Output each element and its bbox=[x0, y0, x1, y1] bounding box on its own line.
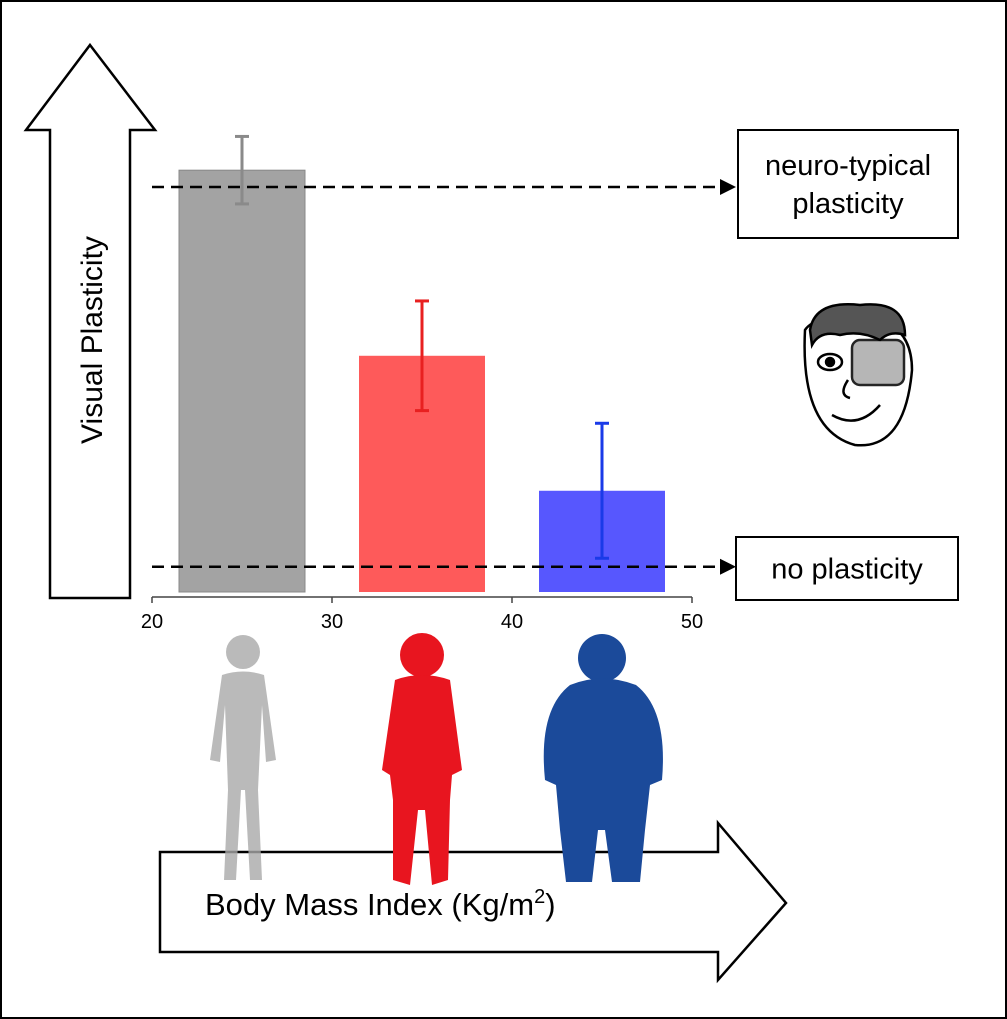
reference-arrowhead bbox=[720, 558, 736, 575]
silhouette-obese bbox=[543, 634, 663, 882]
reference-arrowhead bbox=[720, 179, 736, 196]
x-tick-label: 20 bbox=[141, 611, 163, 633]
face-icon bbox=[803, 303, 914, 447]
reference-label: no plasticity bbox=[771, 554, 923, 586]
label-box bbox=[735, 536, 959, 601]
label-box bbox=[737, 129, 959, 239]
error-bar bbox=[595, 421, 609, 560]
silhouette-normal bbox=[210, 635, 276, 880]
reference-label: neuro-typical bbox=[765, 150, 931, 182]
x-label-end: ) bbox=[545, 887, 555, 922]
y-axis-label: Visual Plasticity bbox=[76, 236, 109, 444]
x-tick-label: 40 bbox=[501, 611, 523, 633]
silhouette-overweight bbox=[382, 633, 462, 885]
reference-label: plasticity bbox=[792, 188, 904, 220]
error-bar bbox=[235, 134, 249, 206]
x-tick-label: 30 bbox=[321, 611, 343, 633]
y-arrow bbox=[23, 42, 158, 600]
x-label-text: Body Mass Index (Kg/m bbox=[205, 887, 534, 922]
x-label-sup: 2 bbox=[534, 886, 545, 908]
error-bar bbox=[415, 299, 429, 413]
x-tick-label: 50 bbox=[681, 611, 703, 633]
x-axis-label: Body Mass Index (Kg/m2) bbox=[205, 886, 556, 922]
bar bbox=[178, 169, 306, 593]
